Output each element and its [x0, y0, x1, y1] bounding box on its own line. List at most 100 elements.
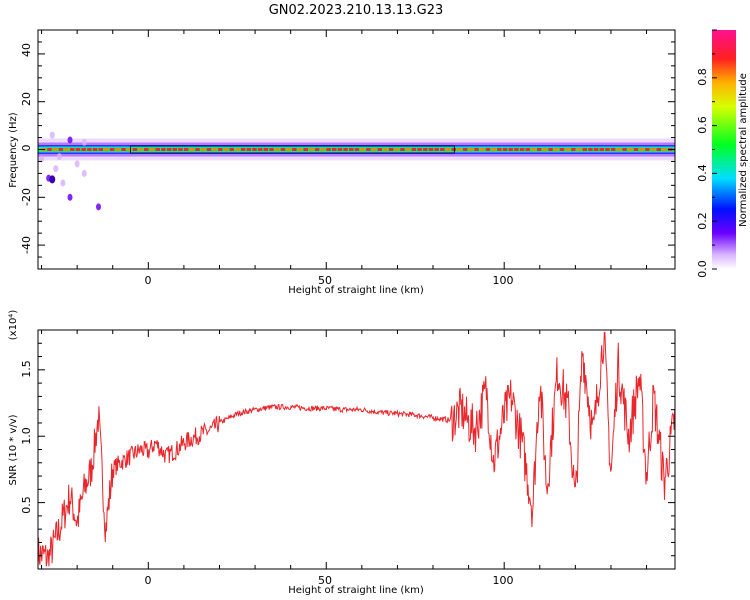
snr-line-group: [38, 331, 675, 567]
snr-x-tick-50: 50: [318, 574, 332, 587]
heatmap-core-cell: [474, 148, 479, 151]
heatmap-core-cell: [576, 148, 582, 151]
heatmap-core-cell: [269, 148, 274, 151]
colorbar-tick-0-2: 0.2: [696, 212, 709, 230]
heatmap-core-cell: [349, 148, 354, 151]
heatmap-core-cell: [229, 148, 234, 151]
snr-y-label: SNR (10 * v/v): [8, 414, 19, 485]
heatmap-core-cell: [457, 148, 462, 151]
heatmap-core-cell: [428, 148, 434, 151]
heatmap-core-cell: [297, 148, 303, 151]
heatmap-core-cell: [485, 148, 491, 151]
heatmap-core-cell: [559, 148, 565, 151]
heatmap-core-cell: [497, 148, 502, 151]
colorbar-tick-0-4: 0.4: [696, 164, 709, 182]
heatmap-core-cell: [252, 148, 257, 151]
heatmap-core-cell: [263, 148, 269, 151]
heatmap-core-cell: [508, 148, 513, 151]
heatmap-core-cell: [662, 148, 667, 151]
heatmap-ticks: [38, 30, 675, 269]
snr-x-label: Height of straight line (km): [288, 585, 424, 596]
heatmap-x-tick-50: 50: [318, 274, 332, 287]
heatmap-core-cell: [81, 148, 86, 151]
colorbar-label: Normalized spectral amplitude: [738, 73, 749, 227]
heatmap-core-cell: [571, 148, 576, 151]
snr-y-tick-1-0: 1.0: [20, 427, 33, 445]
heatmap-core-cell: [525, 148, 531, 151]
heatmap-core-cell: [70, 148, 75, 151]
heatmap-core-cell: [468, 148, 474, 151]
heatmap-speck: [81, 138, 87, 146]
heatmap-y-tick-40: 40: [20, 43, 33, 57]
heatmap-core-cell: [542, 148, 548, 151]
colorbar-gradient: [712, 30, 736, 269]
heatmap-y-tick-20: 20: [20, 92, 33, 106]
heatmap-core-cell: [514, 148, 519, 151]
heatmap-core-cell: [309, 148, 314, 151]
heatmap-core-cell: [531, 148, 536, 151]
heatmap-core-cell: [548, 148, 553, 151]
heatmap-core-cell: [411, 148, 417, 151]
heatmap-core-cell: [109, 148, 115, 151]
heatmap-core-cell: [434, 148, 439, 151]
heatmap-core-cell: [200, 148, 206, 151]
heatmap-core-cell: [360, 148, 365, 151]
heatmap-core-cell: [371, 148, 377, 151]
heatmap-core-cell: [189, 148, 195, 151]
heatmap-speck: [95, 203, 101, 211]
snr-line: [38, 331, 675, 567]
heatmap-core-cell: [144, 148, 149, 151]
heatmap-core-cell: [337, 148, 343, 151]
heatmap-x-label: Height of straight line (km): [288, 285, 424, 296]
snr-frame: [37, 329, 676, 570]
heatmap-core-cell: [656, 148, 661, 151]
heatmap-speck: [81, 169, 87, 177]
heatmap-core-cell: [149, 148, 155, 151]
heatmap-core-cell: [588, 148, 593, 151]
heatmap-core-cell: [565, 148, 570, 151]
heatmap-y-tick-neg20: -20: [20, 188, 33, 206]
heatmap-core-cell: [275, 148, 280, 151]
heatmap-core-cell: [616, 148, 622, 151]
heatmap-y-tick-neg40: -40: [20, 236, 33, 254]
heatmap-core-cell: [462, 148, 468, 151]
colorbar-tick-0-8: 0.8: [696, 68, 709, 86]
heatmap-core-cell: [554, 148, 559, 151]
heatmap-core-cell: [650, 148, 656, 151]
heatmap-core-cell: [536, 148, 542, 151]
snr-y-tick-1-5: 1.5: [20, 360, 33, 378]
heatmap-core-cell: [218, 148, 223, 151]
heatmap-core-cell: [582, 148, 587, 151]
heatmap-core-cell: [223, 148, 229, 151]
snr-ticks: [38, 330, 675, 569]
heatmap-core-cell: [92, 148, 98, 151]
heatmap-core-cell: [172, 148, 178, 151]
heatmap-core-cell: [451, 148, 457, 151]
heatmap-core-cell: [115, 148, 121, 151]
heatmap-core-cell: [178, 148, 183, 151]
heatmap-core-cell: [320, 148, 326, 151]
heatmap-speck: [53, 165, 59, 173]
heatmap-core-cell: [388, 148, 394, 151]
heatmap-core-cell: [138, 148, 143, 151]
heatmap-core-cell: [326, 148, 331, 151]
heatmap-core-cell: [519, 148, 525, 151]
heatmap-panel: 40 20 0 -20 -40 0 50 100 Height of strai…: [8, 29, 676, 296]
heatmap-marks: [38, 131, 675, 211]
heatmap-core-cell: [383, 148, 388, 151]
heatmap-core-cell: [195, 148, 200, 151]
colorbar-tick-0-6: 0.6: [696, 116, 709, 134]
heatmap-core-cell: [257, 148, 263, 151]
colorbar: 0.0 0.2 0.4 0.6 0.8 Normalized spectral …: [696, 29, 749, 278]
heatmap-y-label: Frequency (Hz): [8, 112, 19, 188]
heatmap-x-tick-100: 100: [493, 274, 514, 287]
heatmap-core-cell: [64, 148, 69, 151]
heatmap-core-cell: [47, 148, 52, 151]
heatmap-core-cell: [183, 148, 189, 151]
heatmap-speck: [56, 153, 62, 161]
heatmap-core-cell: [58, 148, 64, 151]
heatmap-core-cell: [405, 148, 411, 151]
heatmap-core-cell: [645, 148, 650, 151]
snr-multiplier: (x10⁴): [8, 310, 19, 341]
heatmap-core-cell: [121, 148, 126, 151]
